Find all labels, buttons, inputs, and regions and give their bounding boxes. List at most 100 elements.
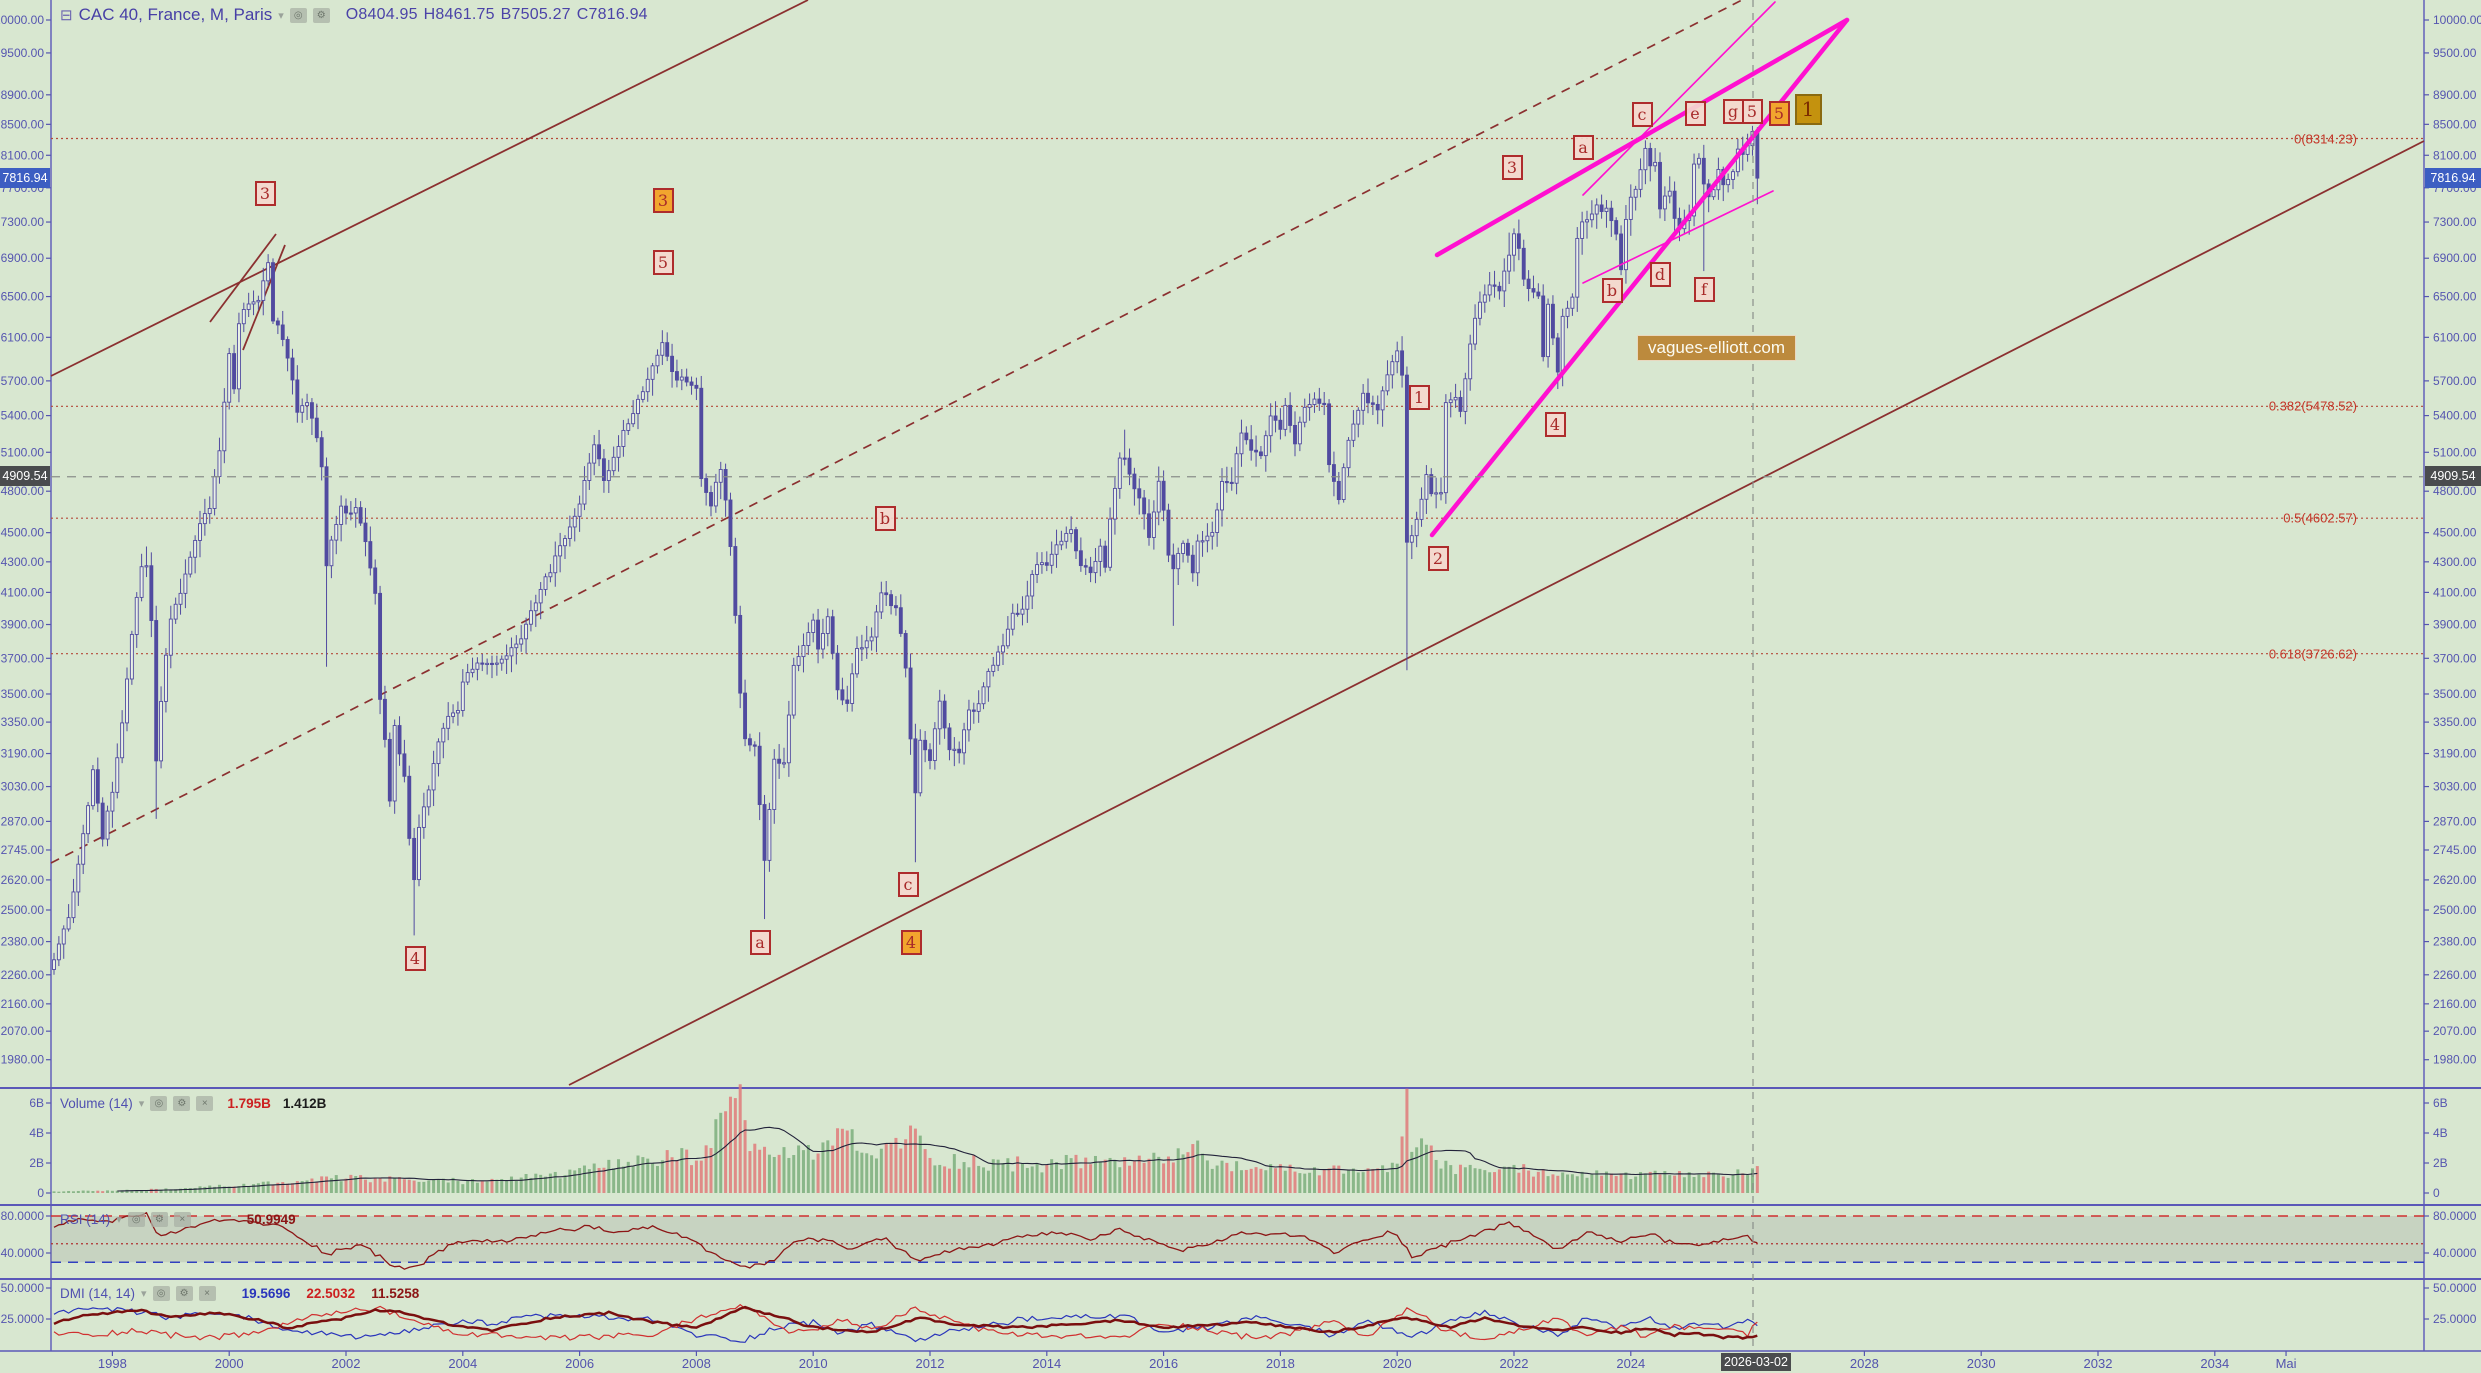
volume_axis-tick-left[interactable]: 6B <box>29 1096 44 1110</box>
wave-label-f[interactable]: f <box>1693 276 1715 302</box>
time-tick-label[interactable]: 2018 <box>1265 1356 1295 1371</box>
price-tick-right[interactable]: 2160.00 <box>2433 997 2477 1011</box>
wave-label-a[interactable]: a <box>1572 134 1594 160</box>
collapse-legend-icon[interactable]: ⊟ <box>60 7 73 24</box>
gear-icon[interactable]: ⚙ <box>173 1096 191 1111</box>
time-tick-label[interactable]: 2010 <box>798 1356 828 1371</box>
time-tick-label[interactable]: 2002 <box>331 1356 361 1371</box>
price-tick-left[interactable]: 10000.00 <box>0 13 44 27</box>
price-tick-left[interactable]: 2870.00 <box>1 814 45 828</box>
wave-label-1[interactable]: 1 <box>1408 384 1430 410</box>
price-tick-right[interactable]: 2070.00 <box>2433 1024 2477 1038</box>
price-tick-left[interactable]: 8900.00 <box>1 88 45 102</box>
wave-label-a[interactable]: a <box>749 929 771 955</box>
volume_axis-tick-left[interactable]: 4B <box>29 1126 44 1140</box>
time-tick-label[interactable]: 2014 <box>1032 1356 1062 1371</box>
wave-label-3[interactable]: 3 <box>1501 154 1523 180</box>
price-tick-left[interactable]: 3190.00 <box>1 747 45 761</box>
price-tick-left[interactable]: 3030.00 <box>1 780 45 794</box>
price-tick-right[interactable]: 3350.00 <box>2433 715 2477 729</box>
price-tick-left[interactable]: 2620.00 <box>1 873 45 887</box>
wave-label-e[interactable]: e <box>1684 100 1706 126</box>
price-tick-right[interactable]: 4100.00 <box>2433 585 2477 599</box>
price-tick-right[interactable]: 2620.00 <box>2433 873 2477 887</box>
price-tick-right[interactable]: 3030.00 <box>2433 780 2477 794</box>
price-tick-right[interactable]: 6500.00 <box>2433 290 2477 304</box>
price-tick-right[interactable]: 7300.00 <box>2433 215 2477 229</box>
wave-label-4[interactable]: 4 <box>404 945 426 971</box>
price-tick-left[interactable]: 8100.00 <box>1 148 45 162</box>
price-tick-right[interactable]: 8500.00 <box>2433 117 2477 131</box>
chevron-down-icon[interactable]: ▾ <box>116 1214 122 1226</box>
price-tick-right[interactable]: 6900.00 <box>2433 251 2477 265</box>
price-tick-left[interactable]: 2260.00 <box>1 968 45 982</box>
price-tick-right[interactable]: 5700.00 <box>2433 374 2477 388</box>
dmi_axis-tick-right[interactable]: 50.0000 <box>2433 1281 2477 1295</box>
dmi_axis-tick-right[interactable]: 25.0000 <box>2433 1312 2477 1326</box>
time-tick-label[interactable]: 2034 <box>2200 1356 2230 1371</box>
close-icon[interactable]: × <box>173 1212 191 1227</box>
wave-label-3[interactable]: 3 <box>254 180 276 206</box>
time-tick-label[interactable]: 1998 <box>97 1356 127 1371</box>
price-tick-right[interactable]: 4300.00 <box>2433 555 2477 569</box>
price-tick-right[interactable]: 4500.00 <box>2433 526 2477 540</box>
rsi-indicator-title[interactable]: RSI (14) <box>60 1212 111 1227</box>
price-tick-left[interactable]: 2745.00 <box>1 843 45 857</box>
price-tick-right[interactable]: 8100.00 <box>2433 148 2477 162</box>
price-tick-right[interactable]: 2260.00 <box>2433 968 2477 982</box>
price-tick-left[interactable]: 4300.00 <box>1 555 45 569</box>
time-tick-label[interactable]: Mai <box>2275 1356 2297 1371</box>
dmi-indicator-title[interactable]: DMI (14, 14) <box>60 1286 136 1301</box>
fib-label[interactable]: 0.5(4602.57) <box>2283 510 2357 526</box>
wave-label-4[interactable]: 4 <box>1544 411 1566 437</box>
wave-label-4[interactable]: 4 <box>900 929 922 955</box>
price-tick-left[interactable]: 8500.00 <box>1 117 45 131</box>
price-tick-right[interactable]: 3500.00 <box>2433 687 2477 701</box>
price-tick-right[interactable]: 9500.00 <box>2433 46 2477 60</box>
price-tick-left[interactable]: 2160.00 <box>1 997 45 1011</box>
time-tick-label[interactable]: 2022 <box>1499 1356 1529 1371</box>
volume_axis-tick-left[interactable]: 0 <box>37 1186 44 1200</box>
price-tick-left[interactable]: 2500.00 <box>1 903 45 917</box>
wave-label-b[interactable]: b <box>1601 277 1623 303</box>
close-icon[interactable]: × <box>198 1286 216 1301</box>
price-tick-left[interactable]: 6900.00 <box>1 251 45 265</box>
price-tick-left[interactable]: 4500.00 <box>1 526 45 540</box>
wave-label-2[interactable]: 2 <box>1427 545 1449 571</box>
price-tick-right[interactable]: 3190.00 <box>2433 747 2477 761</box>
rsi_axis-tick-right[interactable]: 40.0000 <box>2433 1246 2477 1260</box>
price-tick-left[interactable]: 5400.00 <box>1 409 45 423</box>
fib-label[interactable]: 0(8314.23) <box>2294 131 2357 147</box>
price-tick-right[interactable]: 2500.00 <box>2433 903 2477 917</box>
dmi_axis-tick-left[interactable]: 50.0000 <box>1 1281 45 1295</box>
time-tick-label[interactable]: 2012 <box>915 1356 945 1371</box>
time-tick-label[interactable]: 2032 <box>2083 1356 2113 1371</box>
chevron-down-icon[interactable]: ▾ <box>141 1288 147 1300</box>
price-tick-right[interactable]: 10000.00 <box>2433 13 2481 27</box>
fib-label[interactable]: 0.618(3726.62) <box>2268 646 2357 662</box>
eye-icon[interactable]: ◎ <box>127 1212 145 1227</box>
price-tick-right[interactable]: 3700.00 <box>2433 651 2477 665</box>
price-tick-left[interactable]: 3350.00 <box>1 715 45 729</box>
wave-label-5[interactable]: 5 <box>1768 100 1790 126</box>
volume_axis-tick-right[interactable]: 6B <box>2433 1096 2448 1110</box>
gear-icon[interactable]: ⚙ <box>312 7 330 23</box>
dmi_axis-tick-left[interactable]: 25.0000 <box>1 1312 45 1326</box>
price-tick-left[interactable]: 2070.00 <box>1 1024 45 1038</box>
price-tick-left[interactable]: 7300.00 <box>1 215 45 229</box>
wave-label-b[interactable]: b <box>874 505 896 531</box>
time-tick-label[interactable]: 2004 <box>448 1356 478 1371</box>
price-tick-right[interactable]: 6100.00 <box>2433 330 2477 344</box>
fib-label[interactable]: 0.382(5478.52) <box>2268 398 2357 414</box>
price-tick-right[interactable]: 5100.00 <box>2433 445 2477 459</box>
rsi_axis-tick-left[interactable]: 40.0000 <box>1 1246 45 1260</box>
price-tick-left[interactable]: 5700.00 <box>1 374 45 388</box>
price-tick-left[interactable]: 6100.00 <box>1 330 45 344</box>
wave-label-5[interactable]: 5 <box>652 249 674 275</box>
price-tick-left[interactable]: 3500.00 <box>1 687 45 701</box>
time-tick-label[interactable]: 2006 <box>565 1356 595 1371</box>
price-tick-right[interactable]: 3900.00 <box>2433 618 2477 632</box>
price-tick-left[interactable]: 4800.00 <box>1 484 45 498</box>
price-tick-right[interactable]: 8900.00 <box>2433 88 2477 102</box>
